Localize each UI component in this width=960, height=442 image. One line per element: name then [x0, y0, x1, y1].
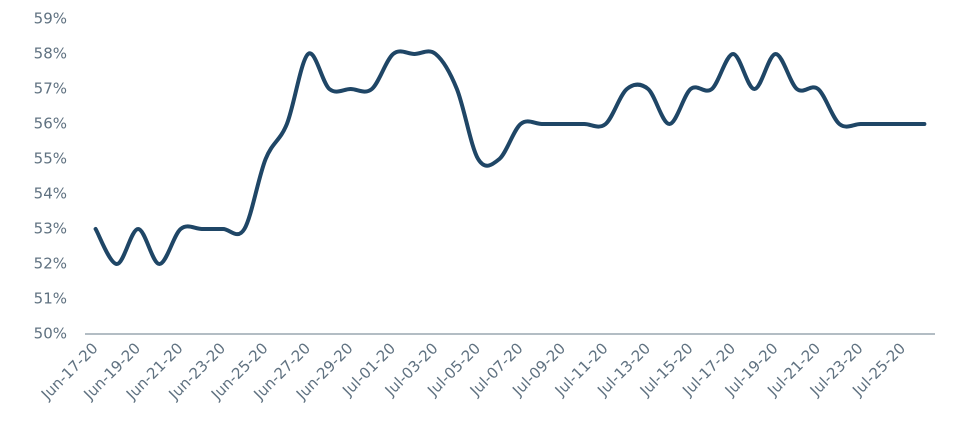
data-line: [93, 49, 927, 266]
y-tick-label: 56%: [34, 115, 67, 133]
y-tick-label: 58%: [34, 45, 67, 63]
y-tick-label: 50%: [34, 325, 67, 343]
y-tick-label: 51%: [34, 290, 67, 308]
y-tick-label: 53%: [34, 220, 67, 238]
y-tick-label: 54%: [34, 185, 67, 203]
y-tick-label: 57%: [34, 80, 67, 98]
y-tick-label: 55%: [34, 150, 67, 168]
y-tick-label: 52%: [34, 255, 67, 273]
y-tick-label: 59%: [34, 10, 67, 28]
